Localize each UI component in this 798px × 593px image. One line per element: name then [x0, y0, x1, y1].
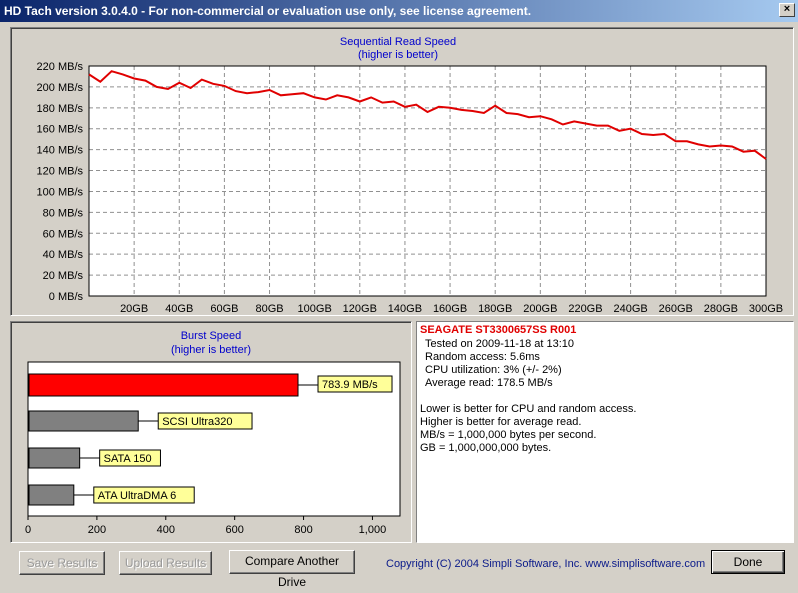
y-tick-label: 160 MB/s — [37, 124, 84, 136]
x-tick-label: 280GB — [704, 303, 738, 315]
done-button[interactable]: Done — [711, 550, 785, 574]
seq-chart-subtitle: (higher is better) — [358, 49, 438, 61]
average-read-text: Average read: 178.5 MB/s — [425, 377, 553, 389]
burst-label-box — [93, 486, 195, 504]
burst-bar — [28, 447, 81, 469]
title-bar: HD Tach version 3.0.4.0 - For non-commer… — [0, 0, 798, 22]
y-tick-label: 80 MB/s — [43, 207, 84, 219]
read-speed-series-line — [88, 70, 767, 160]
x-tick-label: 400 — [157, 524, 175, 536]
x-tick-label: 1,000 — [359, 524, 387, 536]
x-tick-label: 180GB — [478, 303, 512, 315]
seq-chart-title: Sequential Read Speed — [340, 36, 456, 48]
y-tick-label: 120 MB/s — [37, 166, 84, 178]
burst-chart-title: Burst Speed — [181, 330, 242, 342]
x-tick-label: 220GB — [568, 303, 602, 315]
random-access-text: Random access: 5.6ms — [425, 351, 540, 363]
window-title: HD Tach version 3.0.4.0 - For non-commer… — [4, 4, 532, 18]
x-tick-label: 120GB — [343, 303, 377, 315]
burst-label: ATA UltraDMA 6 — [98, 490, 176, 502]
drive-name: SEAGATE ST3300657SS R001 — [420, 324, 577, 336]
burst-label-box — [157, 412, 253, 430]
y-tick-label: 180 MB/s — [37, 103, 84, 115]
x-tick-label: 240GB — [613, 303, 647, 315]
close-icon[interactable]: × — [779, 3, 795, 17]
x-tick-label: 100GB — [298, 303, 332, 315]
x-tick-label: 600 — [225, 524, 243, 536]
x-tick-label: 200GB — [523, 303, 557, 315]
x-tick-label: 80GB — [255, 303, 283, 315]
y-tick-label: 220 MB/s — [37, 61, 84, 73]
y-tick-label: 20 MB/s — [43, 270, 84, 282]
tested-on-text: Tested on 2009-11-18 at 13:10 — [425, 338, 575, 350]
sequential-read-panel: Sequential Read Speed (higher is better)… — [10, 27, 794, 316]
burst-speed-chart: Burst Speed (higher is better) 0 200 400 60… — [25, 330, 401, 536]
y-tick-label: 40 MB/s — [43, 249, 84, 261]
burst-bar — [28, 484, 75, 506]
burst-chart-subtitle: (higher is better) — [171, 344, 251, 356]
results-info-panel: SEAGATE ST3300657SS R001 Tested on 2009-… — [416, 321, 794, 543]
x-tick-label: 60GB — [210, 303, 238, 315]
y-tick-label: 100 MB/s — [37, 186, 84, 198]
x-tick-label: 40GB — [165, 303, 193, 315]
x-tick-label: 20GB — [120, 303, 148, 315]
note-higher-better: Higher is better for average read. — [420, 416, 582, 428]
burst-label: SATA 150 — [104, 453, 152, 465]
y-tick-label: 140 MB/s — [37, 145, 84, 157]
y-tick-label: 60 MB/s — [43, 228, 84, 240]
burst-label: SCSI Ultra320 — [162, 416, 232, 428]
x-tick-label: 800 — [294, 524, 312, 536]
plot-background — [89, 66, 766, 296]
plot-border — [88, 65, 767, 297]
burst-label-box — [317, 375, 393, 393]
x-tick-label: 160GB — [433, 303, 467, 315]
sequential-read-chart: Sequential Read Speed (higher is better)… — [37, 36, 784, 315]
x-tick-label: 260GB — [659, 303, 693, 315]
y-tick-label: 200 MB/s — [37, 82, 84, 94]
note-mbs-definition: MB/s = 1,000,000 bytes per second. — [420, 429, 597, 441]
copyright-text: Copyright (C) 2004 Simpli Software, Inc.… — [386, 558, 706, 570]
save-results-button[interactable]: Save Results — [19, 551, 105, 575]
x-tick-label: 200 — [88, 524, 106, 536]
burst-label-box — [99, 449, 161, 467]
burst-bar — [28, 410, 139, 432]
x-tick-label: 300GB — [749, 303, 783, 315]
burst-bar — [28, 373, 299, 397]
note-lower-better: Lower is better for CPU and random acces… — [420, 403, 637, 415]
burst-label: 783.9 MB/s — [322, 379, 378, 391]
y-tick-label: 0 MB/s — [49, 291, 84, 303]
x-tick-label: 140GB — [388, 303, 422, 315]
x-tick-label: 0 — [25, 524, 31, 536]
note-gb-definition: GB = 1,000,000,000 bytes. — [420, 442, 552, 454]
burst-speed-panel: Burst Speed (higher is better) 0 200 400 60… — [10, 321, 412, 543]
cpu-utilization-text: CPU utilization: 3% (+/- 2%) — [425, 364, 562, 376]
compare-another-drive-button[interactable]: Compare Another Drive — [229, 550, 355, 589]
upload-results-button[interactable]: Upload Results — [119, 551, 212, 575]
